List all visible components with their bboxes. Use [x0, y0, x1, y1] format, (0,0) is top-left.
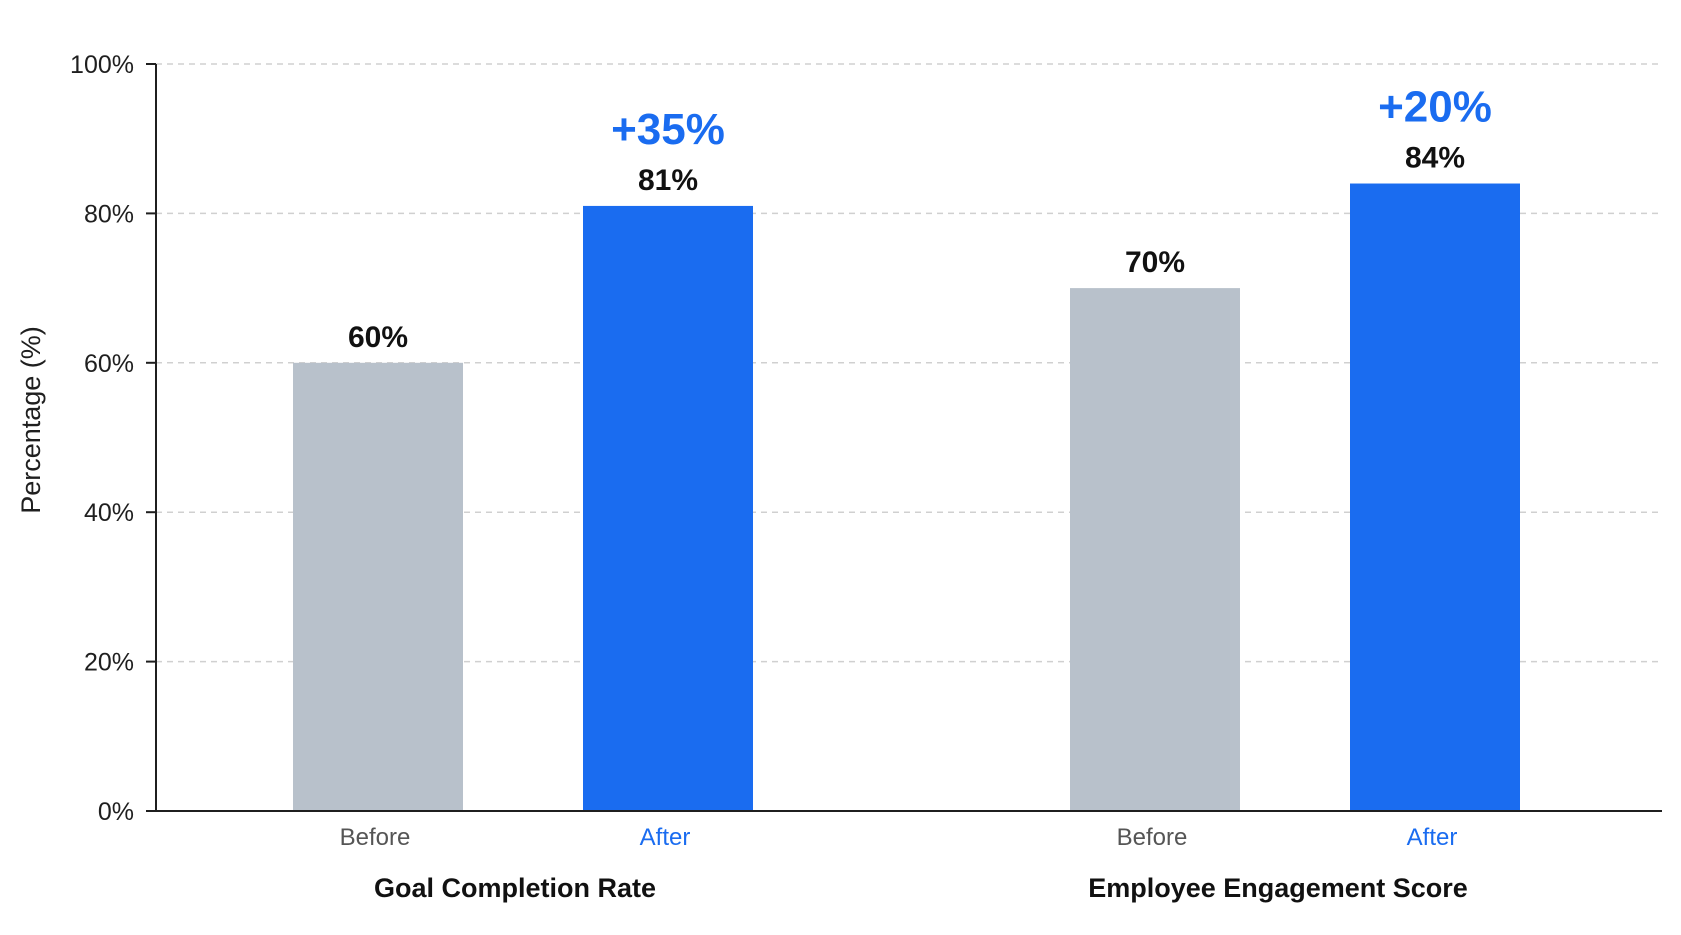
bar-before — [293, 362, 463, 811]
bar-category-label: Before — [1117, 824, 1188, 851]
axes — [146, 63, 1662, 812]
bar-category-label: Before — [340, 824, 411, 851]
group-label: Employee Engagement Score — [1088, 873, 1468, 903]
bar-value-label: 84% — [1405, 142, 1465, 175]
y-tick-label: 0% — [98, 798, 134, 826]
bars — [293, 183, 1520, 812]
group-label: Goal Completion Rate — [374, 873, 656, 903]
y-tick-label: 100% — [70, 51, 134, 79]
bar-after — [583, 205, 753, 811]
bar-before — [1070, 288, 1240, 812]
bar-value-label: 60% — [348, 321, 408, 354]
bar-category-label: After — [640, 824, 691, 851]
labels: 0% 20% 40% 60% 80% 100% 60% Before 81% After +35% G… — [70, 51, 1492, 903]
y-tick-label: 40% — [84, 499, 134, 527]
y-axis-title: Percentage (%) — [16, 326, 46, 514]
bar-category-label: After — [1407, 824, 1458, 851]
y-tick-label: 80% — [84, 200, 134, 228]
y-tick-label: 60% — [84, 350, 134, 378]
y-tick-label: 20% — [84, 649, 134, 677]
bar-value-label: 70% — [1125, 246, 1185, 279]
bar-value-label: 81% — [638, 164, 698, 197]
change-label: +35% — [611, 105, 725, 154]
bar-after — [1350, 183, 1520, 811]
change-label: +20% — [1378, 83, 1492, 132]
